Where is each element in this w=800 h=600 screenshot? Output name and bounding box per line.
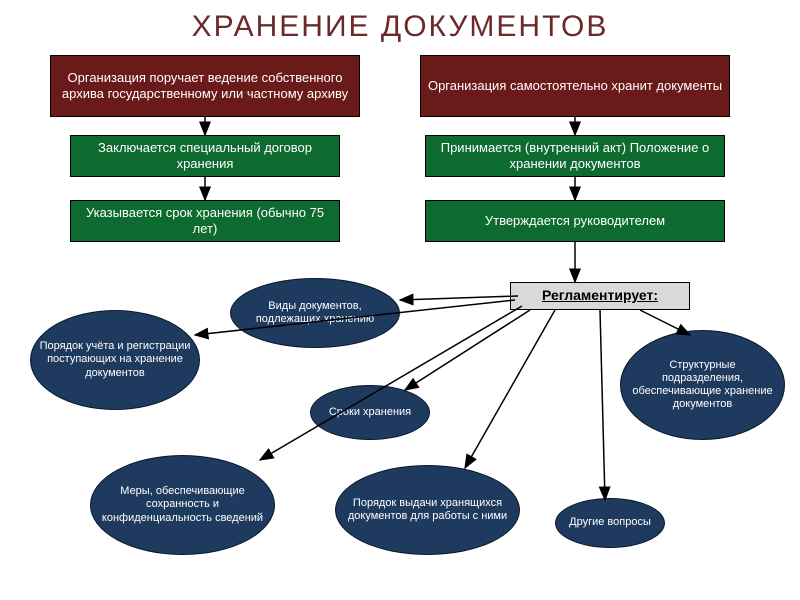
ellipse-terms: Сроки хранения <box>310 385 430 440</box>
ellipse-measures: Меры, обеспечивающие сохранность и конфи… <box>90 455 275 555</box>
box-reglament: Регламентирует: <box>510 282 690 310</box>
box-mid-right: Принимается (внутренний акт) Положение о… <box>425 135 725 177</box>
ellipse-registration: Порядок учёта и регистрации поступающих … <box>30 310 200 410</box>
ellipse-doc-types: Виды документов, подлежащих хранению <box>230 278 400 348</box>
ellipse-other: Другие вопросы <box>555 498 665 548</box>
box-top-left: Организация поручает ведение собственног… <box>50 55 360 117</box>
box-bot-right: Утверждается руководителем <box>425 200 725 242</box>
box-top-right: Организация самостоятельно хранит докуме… <box>420 55 730 117</box>
box-mid-left: Заключается специальный договор хранения <box>70 135 340 177</box>
box-bot-left: Указывается срок хранения (обычно 75 лет… <box>70 200 340 242</box>
diagram-title: ХРАНЕНИЕ ДОКУМЕНТОВ <box>0 0 800 52</box>
ellipse-issue-order: Порядок выдачи хранящихся документов для… <box>335 465 520 555</box>
ellipse-subdivisions: Структурные подразделения, обеспечивающи… <box>620 330 785 440</box>
